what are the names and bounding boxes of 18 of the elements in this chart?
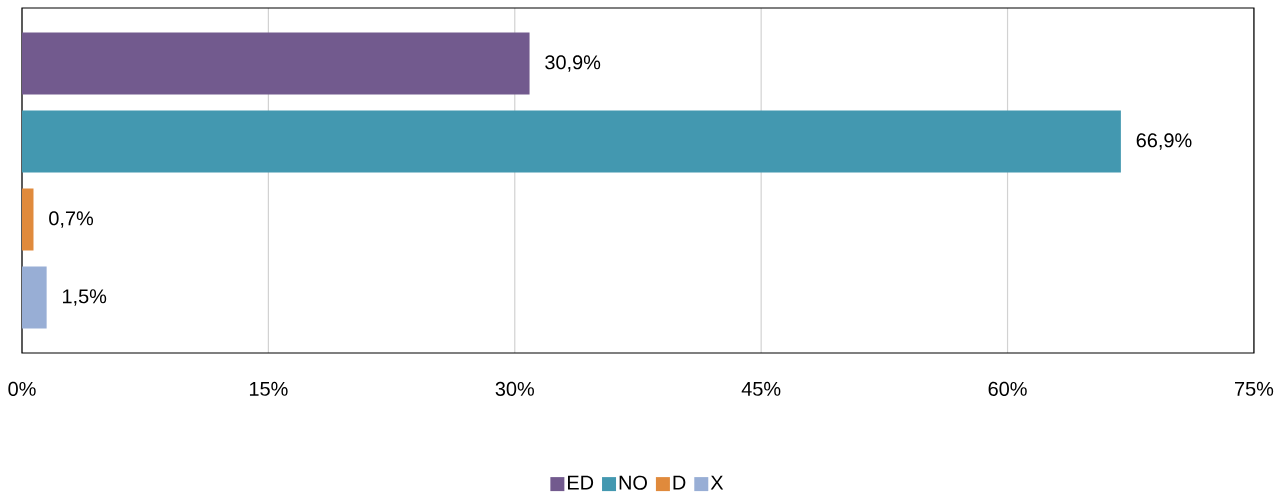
- legend-label: D: [673, 475, 686, 490]
- x-tick-label: 30%: [495, 381, 534, 396]
- x-tick-label: 75%: [1235, 381, 1274, 396]
- x-tick-label: 0%: [8, 381, 36, 396]
- bar: [22, 32, 530, 95]
- data-label: 1,5%: [62, 289, 107, 306]
- bar: [22, 266, 47, 329]
- bar: [22, 188, 34, 251]
- legend-label: NO: [619, 475, 647, 490]
- data-label: 30,9%: [545, 55, 601, 72]
- x-tick-label: 45%: [741, 381, 781, 396]
- data-label: 66,9%: [1136, 133, 1192, 150]
- x-tick-label: 15%: [249, 381, 288, 396]
- bar: [22, 110, 1121, 173]
- data-label: 0,7%: [49, 211, 94, 228]
- x-tick-label: 60%: [988, 381, 1027, 396]
- legend-label: ED: [568, 475, 594, 490]
- legend-label: X: [710, 475, 724, 490]
